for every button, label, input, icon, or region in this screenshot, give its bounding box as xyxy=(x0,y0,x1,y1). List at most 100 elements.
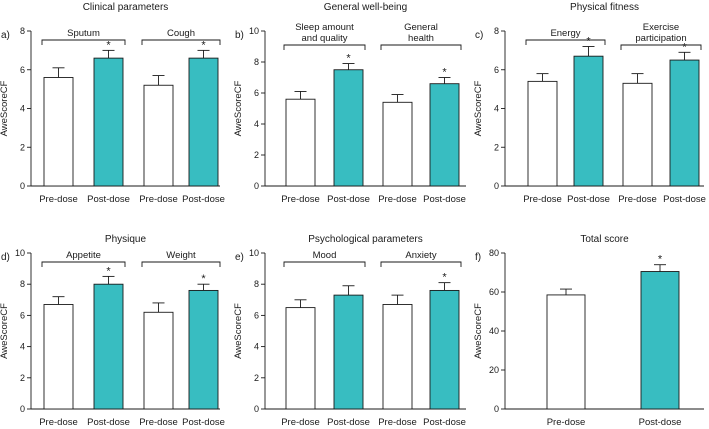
panel-title: Clinical parameters xyxy=(83,2,169,13)
x-category-label: Post-dose xyxy=(423,194,466,205)
x-category-label: Pre-dose xyxy=(39,417,78,428)
x-category-label: Pre-dose xyxy=(378,417,417,428)
y-tick-label: 2 xyxy=(20,142,25,152)
panel-label: f) xyxy=(475,252,481,263)
x-category-label: Post-dose xyxy=(87,417,130,428)
group-bracket xyxy=(141,261,221,267)
bar-post-dose xyxy=(93,283,124,410)
y-axis-label: AweScoreCF xyxy=(233,80,244,136)
group-label: General health xyxy=(404,22,438,44)
bar-post-dose xyxy=(640,271,680,410)
y-tick-label: 0 xyxy=(494,181,499,191)
y-tick-label: 80 xyxy=(489,248,499,258)
x-category-label: Post-dose xyxy=(327,417,370,428)
bar-pre-dose xyxy=(382,101,413,187)
group-label: Sputum xyxy=(67,28,100,39)
y-axis-label: AweScoreCF xyxy=(473,303,484,359)
y-tick-label: 4 xyxy=(494,104,499,114)
y-tick-label: 6 xyxy=(20,65,25,75)
x-category-label: Pre-dose xyxy=(39,194,78,205)
y-tick-label: 8 xyxy=(254,57,259,67)
x-category-label: Pre-dose xyxy=(139,417,178,428)
panel-label: a) xyxy=(1,30,10,41)
group-label: Energy xyxy=(550,28,580,39)
bar-pre-dose xyxy=(285,98,316,187)
group-bracket xyxy=(283,44,366,50)
panel-title: Physique xyxy=(105,234,147,245)
x-category-label: Pre-dose xyxy=(547,417,586,428)
bar-post-dose xyxy=(669,59,700,187)
y-axis-label: AweScoreCF xyxy=(233,303,244,359)
bar-pre-dose xyxy=(43,304,74,410)
group-label-line: and quality xyxy=(302,33,348,44)
y-tick-label: 60 xyxy=(489,287,499,297)
significance-star: * xyxy=(442,67,447,79)
x-category-label: Pre-dose xyxy=(523,194,562,205)
group-bracket xyxy=(380,261,462,267)
group-bracket xyxy=(283,261,366,267)
group-label: Exercise participation xyxy=(635,22,686,44)
y-tick-label: 0 xyxy=(254,404,259,414)
significance-star: * xyxy=(442,272,447,284)
x-category-label: Pre-dose xyxy=(281,194,320,205)
y-tick-label: 4 xyxy=(20,104,25,114)
panel-label: d) xyxy=(1,252,10,263)
x-category-label: Pre-dose xyxy=(139,194,178,205)
group-bracket xyxy=(41,39,126,45)
bar-post-dose xyxy=(333,294,364,410)
x-category-label: Pre-dose xyxy=(618,194,657,205)
significance-star: * xyxy=(201,39,206,51)
y-axis-label: AweScoreCF xyxy=(0,80,10,136)
y-tick-label: 4 xyxy=(20,342,25,352)
y-tick-label: 10 xyxy=(15,248,25,258)
bar-pre-dose xyxy=(546,294,586,410)
bar-post-dose xyxy=(429,289,460,410)
group-label-line: Sleep amount xyxy=(295,22,354,33)
y-tick-label: 6 xyxy=(494,65,499,75)
significance-star: * xyxy=(201,273,206,285)
group-label-line: Exercise xyxy=(643,22,679,33)
group-bracket xyxy=(620,44,702,50)
y-tick-label: 8 xyxy=(494,26,499,36)
y-tick-label: 0 xyxy=(20,404,25,414)
significance-star: * xyxy=(106,265,111,277)
x-category-label: Post-dose xyxy=(182,194,225,205)
bar-post-dose xyxy=(188,289,219,410)
y-tick-label: 2 xyxy=(20,373,25,383)
bar-post-dose xyxy=(93,57,124,187)
x-category-label: Post-dose xyxy=(327,194,370,205)
significance-star: * xyxy=(682,41,687,53)
y-tick-label: 6 xyxy=(254,310,259,320)
bar-pre-dose xyxy=(382,304,413,410)
y-tick-label: 40 xyxy=(489,326,499,336)
y-tick-label: 2 xyxy=(494,142,499,152)
y-tick-label: 4 xyxy=(254,119,259,129)
panel-label: c) xyxy=(475,30,483,41)
group-label-line: health xyxy=(408,33,434,44)
group-label: Weight xyxy=(166,250,196,261)
x-category-label: Post-dose xyxy=(663,194,706,205)
x-category-label: Pre-dose xyxy=(281,417,320,428)
group-bracket xyxy=(525,39,606,45)
y-tick-label: 0 xyxy=(494,404,499,414)
x-category-label: Post-dose xyxy=(567,194,610,205)
group-label: Sleep amount and quality xyxy=(295,22,354,44)
panel-label: b) xyxy=(235,30,244,41)
y-tick-label: 10 xyxy=(249,26,259,36)
bar-pre-dose xyxy=(143,84,174,187)
group-label-line: participation xyxy=(635,33,686,44)
bar-post-dose xyxy=(188,57,219,187)
bar-pre-dose xyxy=(143,311,174,410)
y-tick-label: 20 xyxy=(489,365,499,375)
panel-title: Psychological parameters xyxy=(308,234,423,245)
group-label-line: General xyxy=(404,22,438,33)
y-axis-label: AweScoreCF xyxy=(473,80,484,136)
y-tick-label: 6 xyxy=(254,88,259,98)
y-tick-label: 2 xyxy=(254,150,259,160)
y-tick-label: 0 xyxy=(254,181,259,191)
significance-star: * xyxy=(346,53,351,65)
y-tick-label: 8 xyxy=(20,279,25,289)
y-tick-label: 2 xyxy=(254,373,259,383)
x-category-label: Post-dose xyxy=(87,194,130,205)
x-category-label: Pre-dose xyxy=(378,194,417,205)
